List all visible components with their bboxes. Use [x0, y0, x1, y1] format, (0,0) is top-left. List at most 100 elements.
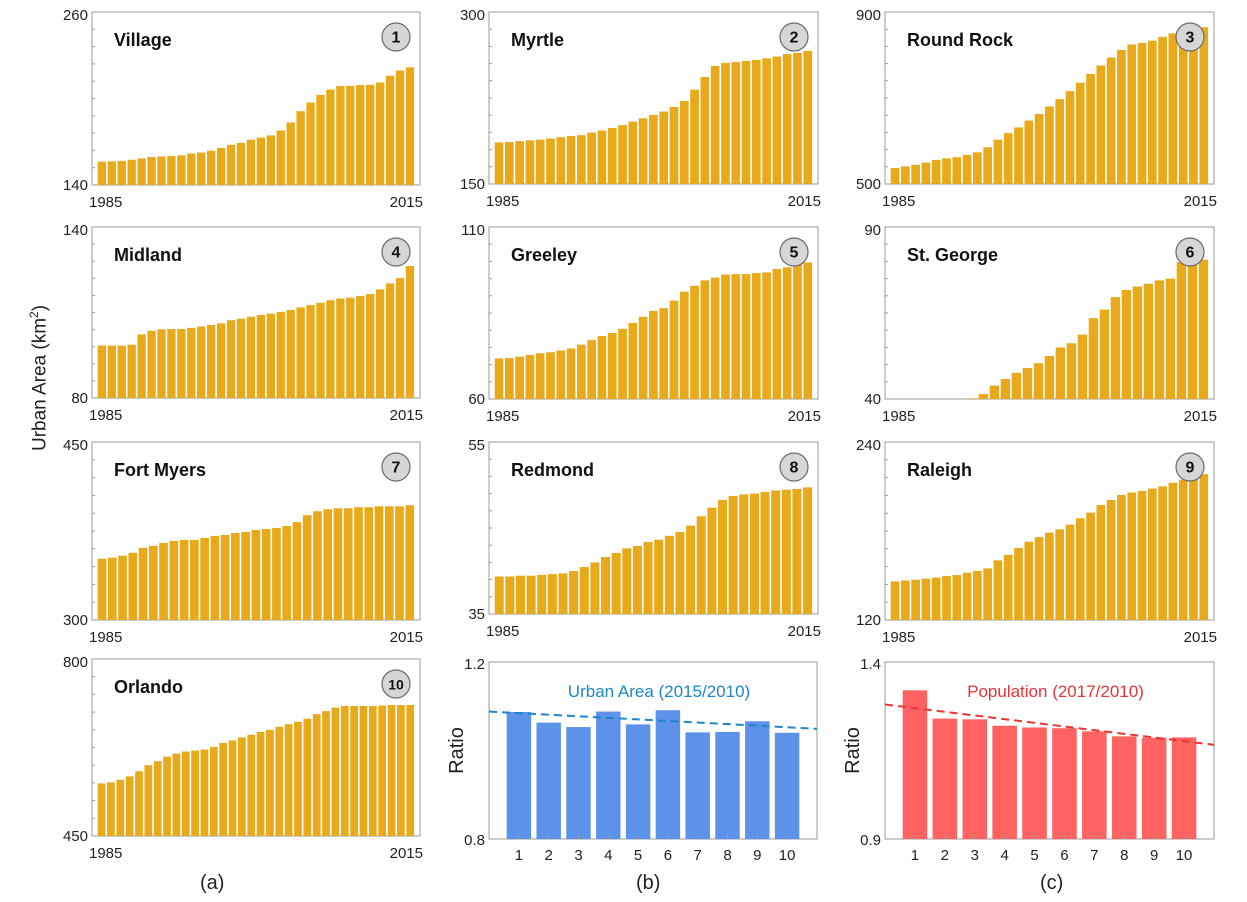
- bar: [1178, 479, 1188, 620]
- ratio-bar: [536, 722, 561, 839]
- x-tick-label: 1985: [486, 623, 519, 640]
- bar: [138, 547, 148, 620]
- bar: [200, 537, 209, 620]
- bar: [1137, 42, 1147, 185]
- y-tick-label: 80: [71, 390, 88, 407]
- bar: [117, 160, 126, 185]
- bar: [272, 528, 281, 620]
- bar: [405, 505, 415, 620]
- bar: [669, 106, 679, 184]
- y-tick-label: 450: [63, 437, 88, 454]
- bar: [1014, 547, 1023, 620]
- bar: [375, 289, 385, 398]
- city-title: Orlando: [114, 677, 183, 697]
- bar: [127, 344, 136, 398]
- bar: [395, 278, 405, 398]
- bar: [1189, 29, 1198, 185]
- bar: [659, 111, 669, 184]
- bar: [1117, 494, 1126, 620]
- bar: [216, 323, 226, 398]
- bar: [728, 495, 738, 614]
- bar: [374, 506, 384, 620]
- bar: [900, 580, 910, 620]
- bar: [306, 102, 315, 185]
- bar: [231, 532, 240, 620]
- bar: [137, 334, 146, 398]
- bar: [718, 499, 728, 614]
- panel-badge: [381, 237, 411, 267]
- y-tick-label: 1.4: [860, 656, 881, 673]
- bar: [597, 130, 607, 184]
- bar: [210, 535, 220, 620]
- bar: [558, 573, 568, 614]
- bar: [669, 300, 679, 399]
- x-tick-label: 10: [779, 847, 796, 864]
- bar: [340, 706, 349, 836]
- panel-badge-number: 7: [392, 460, 401, 477]
- bar: [710, 277, 720, 399]
- bar: [387, 705, 396, 836]
- bar: [628, 121, 638, 184]
- bar: [159, 542, 168, 620]
- y-tick-label: 0.9: [860, 832, 881, 849]
- bar: [731, 62, 741, 184]
- bar: [356, 295, 365, 398]
- bar: [911, 164, 920, 184]
- bar: [197, 152, 206, 185]
- bar: [191, 750, 199, 836]
- bar: [117, 345, 126, 398]
- y-tick-label: 60: [468, 391, 485, 408]
- bar: [97, 558, 107, 620]
- bar: [760, 492, 770, 614]
- y-tick-label: 1.2: [464, 656, 485, 673]
- y-tick-label: 260: [63, 7, 88, 24]
- bar: [1088, 318, 1099, 399]
- bar: [336, 298, 345, 398]
- bar: [282, 526, 292, 620]
- panel-badge-number: 4: [392, 245, 401, 262]
- bar: [359, 706, 368, 836]
- x-tick-label: 5: [1030, 847, 1038, 864]
- bar: [97, 783, 106, 836]
- y-tick-label: 450: [63, 828, 88, 845]
- panel-badge: [381, 452, 411, 482]
- bar: [632, 545, 642, 614]
- panel-badge-number: 8: [790, 460, 799, 477]
- x-tick-label: 3: [971, 847, 979, 864]
- bar: [322, 711, 330, 836]
- bar: [983, 147, 992, 184]
- x-tick-label: 8: [723, 847, 731, 864]
- bar: [276, 311, 285, 398]
- bar: [659, 308, 669, 399]
- bar: [237, 737, 246, 836]
- bar: [181, 751, 190, 836]
- x-tick-label: 2015: [788, 408, 821, 425]
- bar: [395, 70, 405, 185]
- bar: [331, 707, 340, 836]
- x-tick-label: 8: [1120, 847, 1128, 864]
- bar: [1117, 49, 1126, 185]
- ratio-bar: [932, 718, 958, 839]
- bar: [707, 507, 717, 614]
- bar: [1066, 343, 1077, 399]
- bar: [276, 130, 285, 185]
- bar: [343, 508, 353, 620]
- bar: [144, 765, 153, 836]
- bar: [890, 581, 900, 620]
- panel-badge: [1175, 452, 1205, 482]
- bar: [577, 135, 586, 184]
- bar: [566, 348, 576, 399]
- x-tick-label: 7: [694, 847, 702, 864]
- bar: [649, 310, 658, 399]
- bar: [628, 322, 638, 399]
- panel-badge-number: 1: [392, 30, 401, 47]
- bar: [772, 56, 782, 184]
- bar: [284, 724, 293, 836]
- bar: [782, 267, 792, 399]
- bar: [1106, 500, 1116, 620]
- bar: [405, 67, 415, 185]
- bar: [1106, 57, 1116, 185]
- bar: [306, 305, 315, 398]
